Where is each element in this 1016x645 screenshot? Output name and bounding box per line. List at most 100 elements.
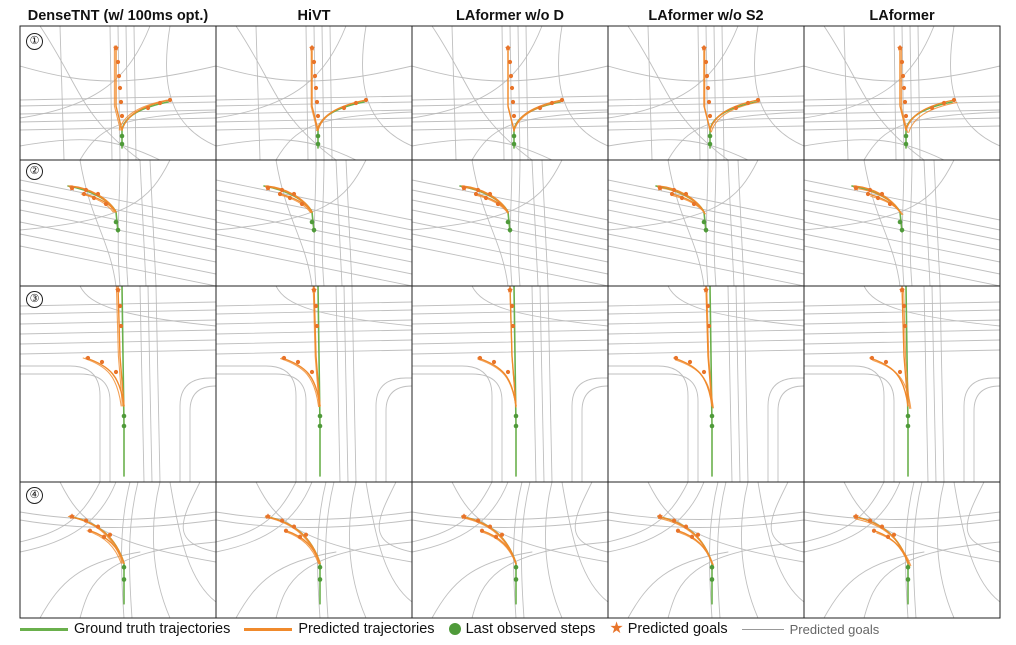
scene-panel-r4-c5 <box>803 481 1001 619</box>
predicted-trajectory <box>513 100 563 132</box>
lane-centerline <box>412 139 553 160</box>
goal-star-icon <box>309 44 315 51</box>
lane-centerline <box>182 482 216 553</box>
predicted-goal-marker <box>313 303 319 309</box>
predicted-goal-marker <box>287 195 293 201</box>
lane-line-icon <box>741 628 784 630</box>
lane-centerline <box>20 95 216 101</box>
lane-centerline <box>667 160 705 286</box>
lane-centerline <box>531 286 537 482</box>
last-observed-step <box>903 133 909 139</box>
predicted-goal-marker <box>477 355 483 361</box>
predicted-goal-marker <box>879 191 885 197</box>
lane-centerline <box>313 160 317 286</box>
panel-content <box>412 26 608 160</box>
lane-centerline <box>804 26 935 119</box>
lane-centerline <box>933 160 941 286</box>
predicted-goal-marker <box>117 303 123 309</box>
trajectory-layer <box>477 286 519 477</box>
scene-panel-r3-c2 <box>215 285 413 483</box>
predicted-goal-marker <box>314 99 320 105</box>
lane-centerline <box>471 286 608 327</box>
predicted-goal-marker <box>901 303 907 309</box>
predicted-goal-marker <box>487 191 493 197</box>
panel-content <box>20 26 216 160</box>
last-observed-step <box>709 423 715 429</box>
predicted-goal-marker <box>315 113 321 119</box>
predicted-goal-marker <box>671 518 677 523</box>
lane-centerline <box>216 349 412 355</box>
legend-lanes: Predicted goals <box>741 621 880 637</box>
lane-centerline <box>767 377 804 482</box>
lane-centerline <box>471 541 608 618</box>
lane-centerline <box>770 482 804 553</box>
panel-content <box>216 482 412 618</box>
scene-panel-r1-c5 <box>803 25 1001 161</box>
lane-centerline <box>804 189 1000 231</box>
scene-panel-r1-c4 <box>607 25 805 161</box>
predicted-trajectory <box>278 194 312 214</box>
trajectory-layer <box>673 286 715 477</box>
lane-centerline <box>216 482 297 543</box>
lane-centerline <box>139 286 145 482</box>
star-icon: ★ <box>609 620 624 637</box>
lane-centerline <box>412 309 608 315</box>
lane-centerline <box>216 26 347 119</box>
lane-centerline <box>804 511 1000 520</box>
lane-centerline <box>378 482 412 553</box>
predicted-goal-marker <box>353 100 359 106</box>
last-observed-step <box>317 423 323 429</box>
lane-centerline <box>412 329 608 335</box>
lane-centerline <box>451 482 608 563</box>
predicted-goal-marker <box>85 355 91 361</box>
lane-centerline <box>521 482 531 618</box>
lane-centerline <box>412 482 493 543</box>
lane-centerline <box>79 160 117 286</box>
lane-centerline <box>501 26 505 160</box>
lane-centerline <box>608 319 804 325</box>
lane-centerline <box>709 482 719 618</box>
goal-star-icon <box>265 513 271 520</box>
lane-centerline <box>901 26 905 160</box>
lane-centerline <box>608 160 759 231</box>
predicted-trajectory <box>872 359 912 409</box>
predicted-trajectory <box>85 357 125 407</box>
predicted-goal-marker <box>167 97 173 103</box>
scene-panel-r3-c5 <box>803 285 1001 483</box>
predicted-goal-marker <box>495 201 501 207</box>
predicted-trajectory <box>477 358 517 408</box>
lane-centerline <box>740 482 759 618</box>
scene-panel-r3-c3 <box>411 285 609 483</box>
predicted-goal-marker <box>671 187 677 193</box>
predicted-trajectory <box>279 193 313 213</box>
predicted-goal-marker <box>311 59 317 65</box>
goal-star-icon <box>701 44 707 51</box>
predicted-trajectory <box>312 286 320 408</box>
predicted-variant <box>113 45 121 131</box>
lane-centerline <box>544 482 563 618</box>
lane-centerline <box>20 125 216 131</box>
trajectory-layer <box>505 44 565 149</box>
predicted-trajectory <box>311 45 319 131</box>
lane-centerline <box>79 541 216 618</box>
lane-centerline <box>647 26 653 160</box>
predicted-goal-marker <box>91 195 97 201</box>
predicted-goal-marker <box>117 85 123 91</box>
lane-centerline <box>216 125 412 131</box>
lane-centerline <box>412 117 608 123</box>
scene-panel-r2-c3 <box>411 159 609 287</box>
predicted-goal-marker <box>145 105 151 111</box>
predicted-goal-marker <box>679 195 685 201</box>
legend-lanes-label: Predicted goals <box>789 621 880 637</box>
predicted-goal-marker <box>118 99 124 105</box>
predicted-line-icon <box>244 627 293 631</box>
lane-centerline <box>133 26 137 160</box>
lane-centerline <box>335 160 343 286</box>
lane-centerline <box>20 482 117 553</box>
lane-centerline <box>531 160 539 286</box>
lane-centerline <box>117 26 121 160</box>
lane-centerline <box>509 26 513 160</box>
predicted-variant <box>706 287 714 409</box>
last-observed-step <box>121 413 127 419</box>
lane-centerline <box>216 199 412 241</box>
